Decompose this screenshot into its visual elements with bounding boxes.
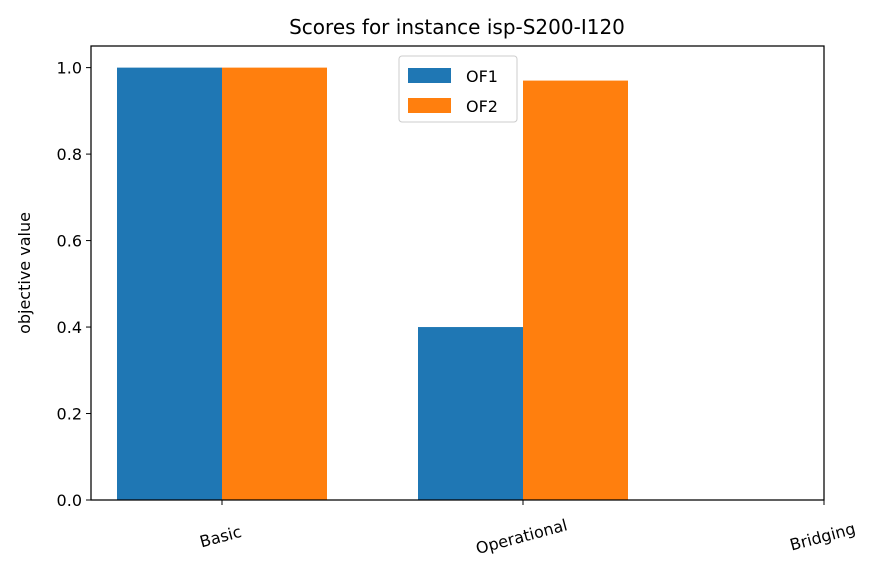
legend-swatch-of2: [408, 98, 451, 113]
legend-swatch-of1: [408, 68, 451, 83]
y-tick-label: 0.8: [57, 145, 82, 164]
bar-of1-basic: [117, 67, 222, 500]
y-tick-label: 0.4: [57, 318, 82, 337]
y-axis-title: objective value: [15, 212, 34, 334]
plot-frame: [90, 45, 825, 501]
legend-label-of2: OF2: [466, 97, 498, 116]
bars-group: [117, 67, 628, 500]
chart-title: Scores for instance isp-S200-I120: [289, 15, 625, 39]
y-tick-label: 1.0: [57, 59, 82, 78]
bar-of1-operational: [418, 327, 523, 500]
legend-label-of1: OF1: [466, 67, 498, 86]
legend: OF1 OF2: [398, 55, 518, 123]
y-tick-label: 0.2: [57, 405, 82, 424]
bar-of2-operational: [523, 80, 628, 500]
y-tick-label: 0.6: [57, 232, 82, 251]
y-axis: 0.0 0.2 0.4 0.6 0.8 1.0: [57, 59, 91, 510]
bar-of2-basic: [222, 67, 327, 500]
y-tick-label: 0.0: [57, 491, 82, 510]
